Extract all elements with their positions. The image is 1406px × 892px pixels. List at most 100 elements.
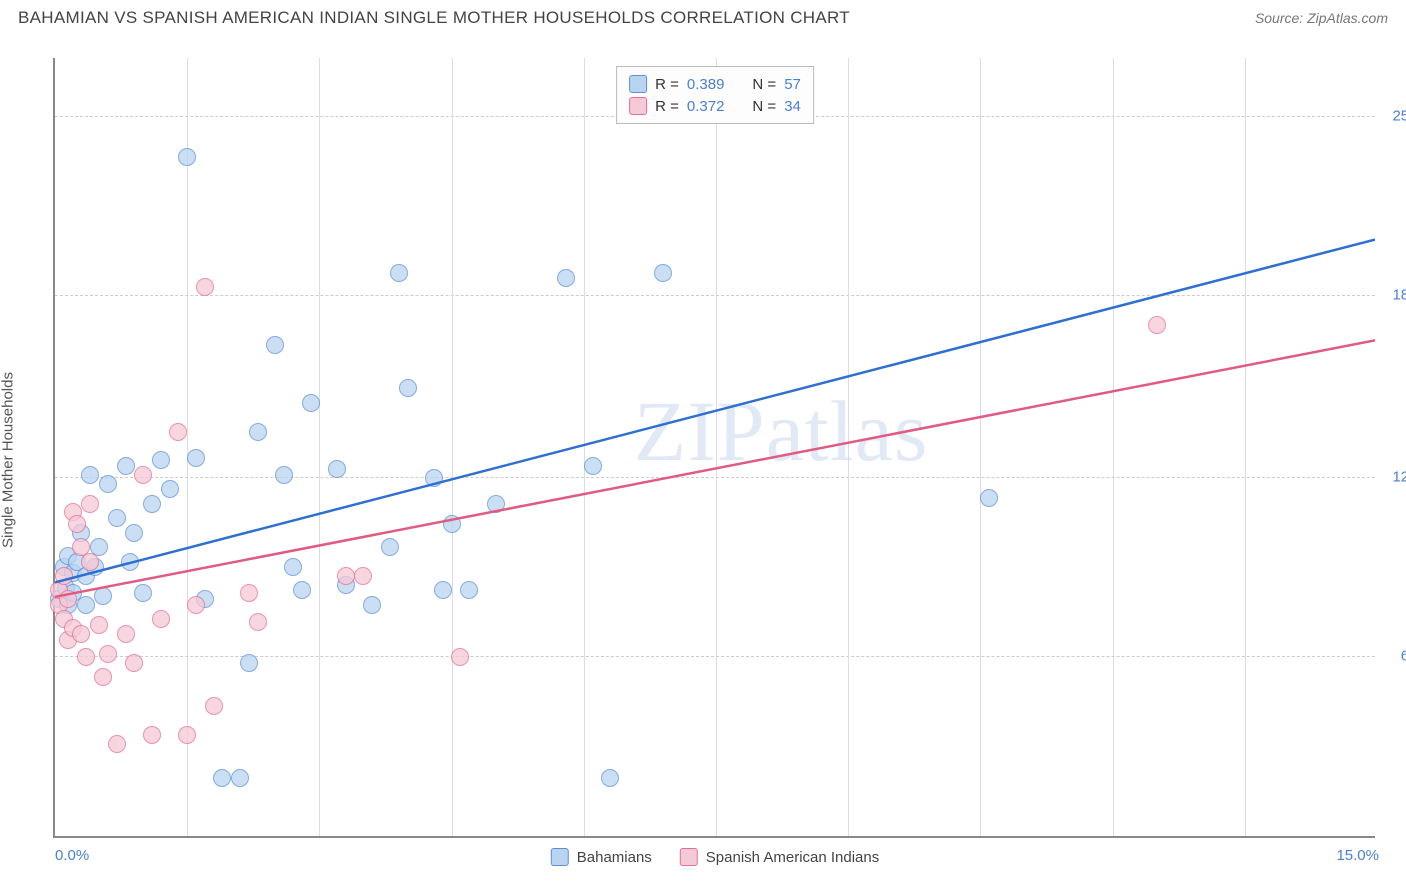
scatter-point — [443, 515, 461, 533]
scatter-point — [231, 769, 249, 787]
legend-row: R =0.372N =34 — [629, 95, 801, 117]
legend-label: Spanish American Indians — [706, 849, 879, 866]
y-axis-label: Single Mother Households — [0, 372, 17, 548]
scatter-point — [601, 769, 619, 787]
scatter-point — [363, 596, 381, 614]
scatter-point — [266, 336, 284, 354]
scatter-point — [68, 515, 86, 533]
x-tick-label: 15.0% — [1336, 847, 1379, 864]
scatter-point — [390, 264, 408, 282]
y-tick-label: 6.3% — [1401, 648, 1406, 665]
scatter-point — [275, 466, 293, 484]
scatter-point — [81, 495, 99, 513]
legend-r-label: R = — [655, 76, 679, 93]
scatter-point — [460, 581, 478, 599]
scatter-point — [72, 625, 90, 643]
scatter-point — [451, 648, 469, 666]
scatter-point — [240, 584, 258, 602]
gridline-vertical — [187, 58, 188, 836]
x-tick-label: 0.0% — [55, 847, 89, 864]
scatter-point — [125, 524, 143, 542]
source-attribution: Source: ZipAtlas.com — [1255, 10, 1388, 26]
series-legend: Bahamians Spanish American Indians — [551, 848, 879, 866]
scatter-point — [121, 553, 139, 571]
scatter-point — [169, 423, 187, 441]
scatter-point — [134, 466, 152, 484]
scatter-point — [143, 495, 161, 513]
scatter-point — [108, 735, 126, 753]
y-tick-label: 18.8% — [1392, 286, 1406, 303]
scatter-point — [77, 648, 95, 666]
scatter-point — [152, 451, 170, 469]
scatter-point — [187, 449, 205, 467]
scatter-point — [293, 581, 311, 599]
scatter-point — [196, 278, 214, 296]
scatter-point — [584, 457, 602, 475]
legend-swatch — [680, 848, 698, 866]
scatter-point — [152, 610, 170, 628]
scatter-point — [557, 269, 575, 287]
legend-label: Bahamians — [577, 849, 652, 866]
gridline-vertical — [1113, 58, 1114, 836]
scatter-point — [425, 469, 443, 487]
legend-r-value: 0.372 — [687, 98, 725, 115]
legend-row: R = 0.389 N = 57 — [629, 73, 801, 95]
plot-area: ZIPatlas R =0.389N =57R =0.372N =34 Baha… — [53, 58, 1375, 838]
legend-item: Bahamians — [551, 848, 652, 866]
scatter-point — [90, 616, 108, 634]
scatter-point — [337, 567, 355, 585]
legend-swatch — [629, 97, 647, 115]
y-tick-label: 12.5% — [1392, 468, 1406, 485]
scatter-point — [178, 726, 196, 744]
scatter-point — [108, 509, 126, 527]
gridline-horizontal — [55, 477, 1375, 478]
scatter-point — [117, 625, 135, 643]
scatter-point — [161, 480, 179, 498]
scatter-point — [94, 668, 112, 686]
scatter-point — [284, 558, 302, 576]
gridline-vertical — [584, 58, 585, 836]
gridline-vertical — [980, 58, 981, 836]
gridline-vertical — [716, 58, 717, 836]
chart-container: Single Mother Households ZIPatlas R =0.3… — [18, 40, 1388, 880]
scatter-point — [434, 581, 452, 599]
gridline-vertical — [319, 58, 320, 836]
scatter-point — [205, 697, 223, 715]
trend-lines — [55, 58, 1375, 836]
scatter-point — [143, 726, 161, 744]
scatter-point — [1148, 316, 1166, 334]
scatter-point — [125, 654, 143, 672]
scatter-point — [328, 460, 346, 478]
scatter-point — [249, 423, 267, 441]
correlation-legend: R =0.389N =57R =0.372N =34 — [616, 66, 814, 124]
scatter-point — [81, 466, 99, 484]
legend-r-value: 0.389 — [687, 76, 725, 93]
scatter-point — [178, 148, 196, 166]
scatter-point — [77, 596, 95, 614]
scatter-point — [249, 613, 267, 631]
legend-n-label: N = — [752, 98, 776, 115]
scatter-point — [99, 475, 117, 493]
y-tick-label: 25.0% — [1392, 107, 1406, 124]
gridline-horizontal — [55, 295, 1375, 296]
legend-swatch — [551, 848, 569, 866]
trend-line — [55, 340, 1375, 596]
gridline-vertical — [1245, 58, 1246, 836]
scatter-point — [980, 489, 998, 507]
scatter-point — [240, 654, 258, 672]
legend-n-label: N = — [752, 76, 776, 93]
scatter-point — [117, 457, 135, 475]
watermark: ZIPatlas — [634, 381, 929, 481]
legend-n-value: 57 — [784, 76, 801, 93]
gridline-vertical — [848, 58, 849, 836]
legend-swatch — [629, 75, 647, 93]
scatter-point — [354, 567, 372, 585]
scatter-point — [94, 587, 112, 605]
chart-title: BAHAMIAN VS SPANISH AMERICAN INDIAN SING… — [18, 8, 850, 28]
legend-r-label: R = — [655, 98, 679, 115]
scatter-point — [213, 769, 231, 787]
legend-item: Spanish American Indians — [680, 848, 879, 866]
trend-line — [55, 240, 1375, 583]
scatter-point — [399, 379, 417, 397]
scatter-point — [81, 553, 99, 571]
